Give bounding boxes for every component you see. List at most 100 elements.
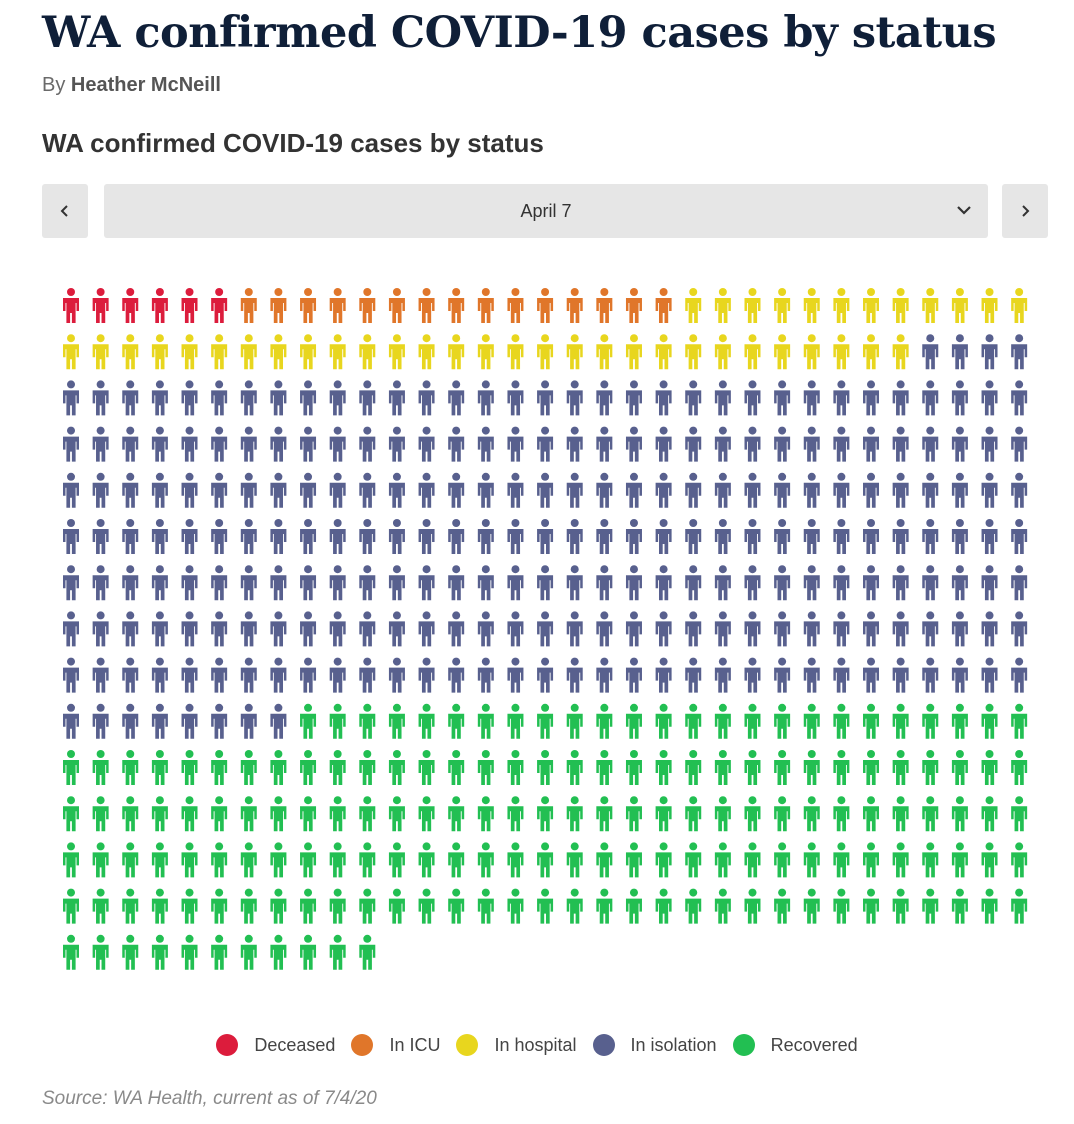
legend-swatch-in-isolation (592, 1034, 615, 1056)
person-icon-recovered (833, 842, 850, 878)
person-icon-recovered (122, 796, 139, 832)
person-icon-in-isolation (477, 472, 494, 508)
person-icon-in-isolation (566, 565, 583, 601)
person-icon-in-isolation (63, 703, 79, 739)
person-icon-in-isolation (211, 611, 228, 647)
person-icon-recovered (388, 842, 405, 878)
person-icon-recovered (211, 796, 228, 832)
person-icon-recovered (359, 842, 376, 878)
person-icon-in-isolation (774, 657, 791, 693)
legend-item-deceased[interactable]: Deceased (216, 1034, 335, 1056)
person-icon-in-isolation (477, 657, 494, 693)
person-icon-in-isolation (833, 519, 850, 554)
person-icon-in-isolation (951, 611, 968, 647)
person-icon-in-isolation (744, 565, 761, 601)
person-icon-in-isolation (477, 565, 494, 601)
person-icon-in-hospital (151, 334, 168, 370)
legend-label-in-isolation: In isolation (630, 1034, 717, 1055)
person-icon-in-isolation (181, 611, 198, 647)
person-icon-recovered (388, 796, 405, 832)
person-icon-in-isolation (625, 565, 642, 601)
person-icon-recovered (359, 888, 376, 924)
person-icon-in-isolation (685, 657, 702, 693)
person-icon-in-isolation (507, 380, 524, 416)
person-icon-in-isolation (1011, 657, 1028, 693)
person-icon-in-icu (655, 288, 672, 323)
person-icon-in-isolation (448, 611, 465, 647)
person-icon-in-isolation (833, 472, 850, 508)
person-icon-in-isolation (833, 565, 850, 601)
person-icon-recovered (892, 750, 909, 785)
legend-swatch-in-hospital (456, 1034, 479, 1056)
person-icon-in-isolation (774, 565, 791, 601)
person-icon-in-isolation (151, 426, 168, 462)
person-icon-recovered (833, 796, 850, 832)
person-icon-recovered (151, 750, 168, 785)
person-icon-recovered (240, 934, 257, 970)
person-icon-in-isolation (803, 472, 820, 508)
person-icon-in-isolation (833, 380, 850, 416)
person-icon-recovered (981, 888, 998, 924)
person-icon-in-hospital (655, 334, 672, 370)
previous-date-button[interactable] (42, 184, 88, 238)
person-icon-in-isolation (863, 657, 880, 693)
person-icon-recovered (181, 934, 198, 970)
person-icon-recovered (418, 750, 435, 785)
person-icon-in-isolation (151, 380, 168, 416)
person-icon-recovered (240, 796, 257, 832)
legend-item-in-isolation[interactable]: In isolation (592, 1034, 717, 1056)
person-icon-in-isolation (566, 426, 583, 462)
person-icon-in-isolation (922, 611, 939, 647)
person-icon-in-isolation (744, 611, 761, 647)
person-icon-in-hospital (774, 288, 791, 323)
person-icon-in-hospital (181, 334, 198, 370)
person-icon-in-isolation (63, 426, 79, 462)
person-icon-recovered (359, 796, 376, 832)
byline-author[interactable]: Heather McNeill (70, 74, 221, 96)
person-icon-in-isolation (655, 380, 672, 416)
person-icon-recovered (448, 842, 465, 878)
person-icon-in-isolation (359, 426, 376, 462)
person-icon-in-hospital (418, 334, 435, 370)
person-icon-recovered (566, 796, 583, 832)
person-icon-recovered (181, 750, 198, 785)
person-icon-recovered (537, 888, 554, 924)
person-icon-in-isolation (211, 519, 228, 554)
person-icon-in-isolation (803, 380, 820, 416)
person-icon-in-isolation (625, 657, 642, 693)
person-icon-in-isolation (448, 472, 465, 508)
person-icon-in-isolation (685, 472, 702, 508)
legend-item-in-icu[interactable]: In ICU (351, 1034, 440, 1056)
legend-item-in-hospital[interactable]: In hospital (456, 1034, 577, 1056)
date-select[interactable]: April 7 (104, 184, 988, 238)
person-icon-in-isolation (418, 519, 435, 554)
person-icon-in-isolation (211, 657, 228, 693)
person-icon-in-isolation (537, 472, 554, 508)
person-icon-in-isolation (448, 426, 465, 462)
person-icon-in-isolation (922, 472, 939, 508)
person-icon-recovered (774, 750, 791, 785)
person-icon-in-isolation (92, 703, 109, 739)
person-icon-in-isolation (388, 565, 405, 601)
person-icon-recovered (655, 796, 672, 832)
person-icon-in-isolation (329, 472, 346, 508)
person-icon-recovered (537, 750, 554, 785)
person-icon-recovered (625, 888, 642, 924)
person-icon-recovered (300, 796, 317, 832)
person-icon-in-isolation (507, 472, 524, 508)
person-icon-recovered (477, 842, 494, 878)
person-icon-in-isolation (892, 611, 909, 647)
person-icon-recovered (774, 796, 791, 832)
person-icon-in-hospital (270, 334, 287, 370)
person-icon-recovered (418, 796, 435, 832)
person-icon-in-isolation (596, 519, 613, 554)
legend-item-recovered[interactable]: Recovered (732, 1034, 858, 1056)
person-icon-in-hospital (359, 334, 376, 370)
person-icon-recovered (270, 796, 287, 832)
person-icon-in-isolation (300, 380, 317, 416)
person-icon-in-isolation (181, 565, 198, 601)
next-date-button[interactable] (1002, 184, 1048, 238)
person-icon-recovered (329, 842, 346, 878)
person-icon-in-isolation (863, 426, 880, 462)
person-icon-recovered (892, 842, 909, 878)
